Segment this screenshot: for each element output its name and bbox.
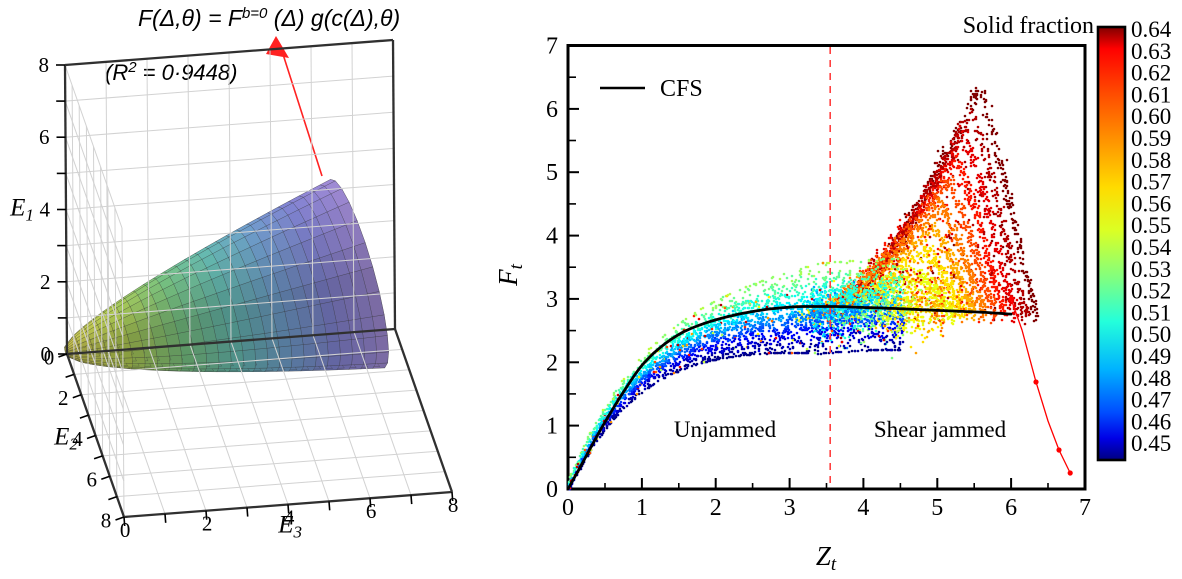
svg-text:2: 2 xyxy=(710,495,722,521)
svg-text:4: 4 xyxy=(857,495,869,521)
svg-text:6: 6 xyxy=(1005,495,1017,521)
svg-text:1: 1 xyxy=(546,414,558,440)
svg-text:7: 7 xyxy=(546,34,558,60)
svg-text:6: 6 xyxy=(39,125,50,149)
svg-text:4: 4 xyxy=(546,224,558,250)
svg-text:6: 6 xyxy=(546,97,558,123)
svg-text:2: 2 xyxy=(58,386,69,410)
svg-text:CFS: CFS xyxy=(660,76,703,102)
svg-text:0: 0 xyxy=(120,518,131,542)
svg-text:6: 6 xyxy=(366,499,377,523)
svg-text:2: 2 xyxy=(546,350,558,376)
svg-text:3: 3 xyxy=(784,495,796,521)
svg-text:(R2 = 0·9448): (R2 = 0·9448) xyxy=(105,59,237,85)
svg-text:Shear jammed: Shear jammed xyxy=(874,417,1007,442)
svg-text:0: 0 xyxy=(546,477,558,503)
svg-text:6: 6 xyxy=(87,468,98,492)
svg-text:0: 0 xyxy=(44,346,55,370)
svg-text:2: 2 xyxy=(202,512,213,536)
svg-text:8: 8 xyxy=(101,509,112,533)
svg-text:Unjammed: Unjammed xyxy=(674,417,777,442)
svg-text:2: 2 xyxy=(40,270,51,294)
svg-text:3: 3 xyxy=(546,287,558,313)
svg-text:4: 4 xyxy=(40,198,51,222)
svg-text:8: 8 xyxy=(448,493,459,517)
svg-text:8: 8 xyxy=(39,53,50,77)
svg-text:Solid fraction: Solid fraction xyxy=(963,13,1094,39)
svg-text:0: 0 xyxy=(562,495,574,521)
svg-text:0.45: 0.45 xyxy=(1131,431,1171,456)
svg-text:5: 5 xyxy=(546,160,558,186)
svg-text:5: 5 xyxy=(931,495,943,521)
svg-text:F(Δ,θ) = Fb=0 (Δ) g(c(Δ),θ): F(Δ,θ) = Fb=0 (Δ) g(c(Δ),θ) xyxy=(138,5,400,31)
svg-text:7: 7 xyxy=(1079,495,1091,521)
svg-text:1: 1 xyxy=(636,495,648,521)
